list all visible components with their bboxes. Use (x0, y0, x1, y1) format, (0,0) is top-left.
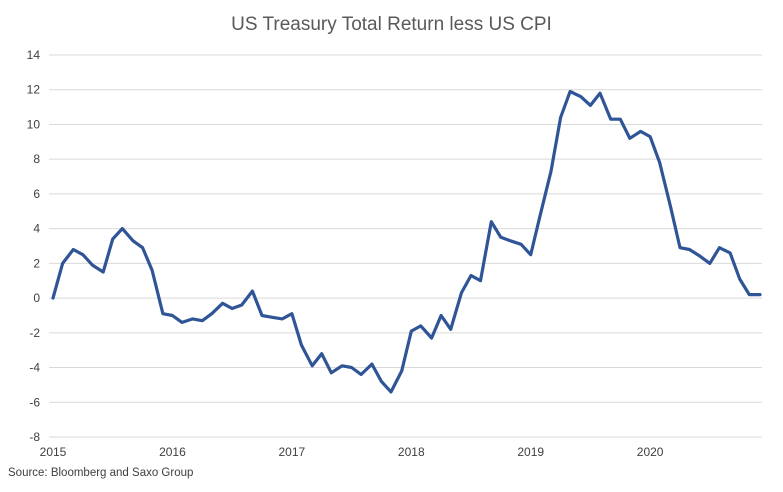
data-point (728, 251, 732, 255)
data-point (568, 90, 572, 93)
x-tick-label: 2016 (159, 445, 186, 459)
data-point (479, 279, 482, 282)
data-point (191, 317, 194, 321)
y-tick-label: 14 (27, 48, 41, 62)
data-point (738, 277, 741, 281)
data-point (251, 289, 254, 293)
data-point (598, 92, 602, 95)
data-point (380, 380, 383, 383)
y-tick-label: 10 (27, 117, 41, 131)
data-point (201, 319, 204, 322)
data-point (529, 253, 532, 256)
data-point (648, 135, 652, 138)
data-point (499, 236, 502, 239)
data-point (469, 274, 473, 277)
y-tick-label: 12 (27, 83, 41, 97)
series-layer (51, 89, 762, 394)
x-axis-tick-labels: 2015 2016 2017 2018 2019 2020 (40, 445, 664, 459)
data-point (51, 296, 55, 300)
data-point (300, 343, 303, 347)
data-point (180, 321, 184, 324)
data-point (579, 95, 583, 98)
source-note: Source: Bloomberg and Saxo Group (8, 467, 194, 479)
y-axis-tick-labels: -8 -6 -4 -2 0 2 4 6 8 10 12 14 (27, 48, 41, 444)
data-point (718, 246, 721, 249)
x-tick-label: 2017 (278, 445, 305, 459)
y-tick-label: -4 (29, 361, 40, 375)
data-point (311, 364, 314, 367)
data-point (639, 130, 642, 133)
y-tick-label: 8 (33, 152, 40, 166)
data-point (699, 255, 702, 258)
x-tick-label: 2020 (637, 445, 664, 459)
y-tick-label: 2 (33, 256, 40, 270)
data-point (72, 248, 75, 251)
y-tick-label: -2 (29, 326, 40, 340)
data-point (150, 269, 154, 272)
data-point (658, 161, 661, 164)
data-point (230, 307, 234, 310)
data-point (549, 170, 553, 173)
data-point (519, 243, 523, 246)
data-point (171, 314, 174, 317)
y-tick-label: 4 (33, 222, 40, 236)
data-point (121, 227, 124, 230)
gridlines (49, 54, 762, 438)
data-point (539, 213, 542, 216)
data-point (748, 293, 751, 296)
data-point (449, 328, 452, 331)
data-point (161, 312, 165, 315)
data-point (350, 366, 353, 369)
data-point (61, 262, 64, 265)
data-point (559, 116, 562, 119)
data-point (240, 303, 243, 307)
data-point (91, 263, 94, 267)
y-tick-label: -8 (29, 430, 40, 444)
data-point (359, 373, 363, 376)
data-point (490, 220, 493, 223)
data-point (509, 239, 512, 242)
data-point (669, 204, 672, 208)
data-point (260, 314, 264, 317)
data-point (141, 246, 144, 249)
data-point (628, 137, 631, 140)
data-point (439, 314, 443, 317)
data-point (270, 316, 273, 319)
x-tick-label: 2019 (517, 445, 544, 459)
data-point (281, 317, 284, 321)
data-point (410, 329, 413, 333)
data-point (708, 262, 711, 265)
data-point (619, 118, 622, 121)
data-point (589, 104, 592, 107)
data-point (290, 312, 294, 315)
data-point (460, 291, 463, 295)
data-point (131, 239, 135, 242)
data-point (758, 293, 762, 296)
data-point (389, 390, 393, 394)
y-tick-label: 0 (33, 291, 40, 305)
x-tick-label: 2018 (398, 445, 425, 459)
data-point (688, 248, 691, 251)
chart-title: US Treasury Total Return less US CPI (231, 14, 552, 35)
data-point (678, 246, 682, 249)
data-point (81, 253, 85, 256)
data-point (330, 371, 333, 374)
x-tick-label: 2015 (40, 445, 67, 459)
data-point (419, 324, 422, 328)
data-point (400, 369, 403, 373)
data-point (102, 270, 105, 274)
y-tick-label: 6 (33, 187, 40, 201)
data-point (320, 352, 323, 355)
series-line (51, 89, 762, 394)
data-point (221, 302, 224, 305)
data-point (609, 118, 612, 121)
data-point (340, 364, 344, 367)
data-point (430, 336, 433, 340)
data-point (210, 312, 213, 315)
data-point (370, 362, 374, 366)
data-point (111, 237, 114, 241)
y-tick-label: -6 (29, 395, 40, 409)
